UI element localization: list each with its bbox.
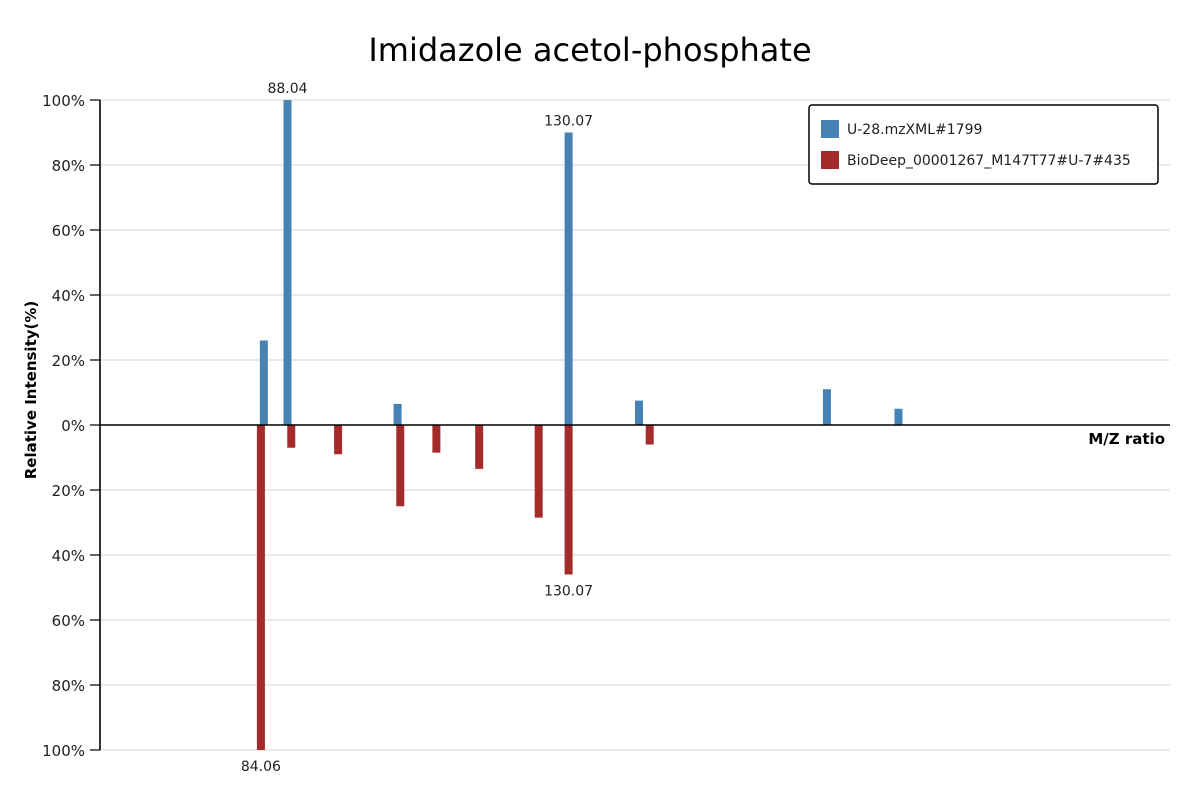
x-axis-title: M/Z ratio [1088,430,1165,448]
query-peak-bar [564,132,573,425]
query-peak-bar [283,100,292,425]
gridlines [100,99,1170,751]
legend-box [808,104,1159,185]
y-tick-label: 20% [52,352,85,370]
query-peak-bar [635,400,644,425]
peak-label: 130.07 [544,114,593,130]
legend-label-query: U-28.mzXML#1799 [847,122,982,138]
y-axis-title: Relative Intensity(%) [22,301,40,480]
query-peak-bar [894,408,903,425]
peak-label: 84.06 [241,759,281,775]
reference-peak-bar [256,425,265,750]
peak-labels: 88.04 130.07 84.06 130.07 [241,81,593,775]
query-peak-bar [822,389,831,425]
y-tick-label: 80% [52,157,85,175]
peak-bars [256,100,903,750]
chart-title: Imidazole acetol-phosphate [368,31,811,69]
legend-swatch-query [821,120,839,138]
y-tick-label: 20% [52,482,85,500]
y-tick-label: 80% [52,677,85,695]
peak-label: 88.04 [267,81,307,97]
axes: 100% 80% 60% 40% 20% 0% 20% 40% 60% 80% 100% [42,92,1170,760]
legend: U-28.mzXML#1799 BioDeep_00001267_M147T77… [808,104,1159,185]
y-tick-label: 40% [52,547,85,565]
reference-peak-bar [564,425,573,575]
legend-label-reference: BioDeep_00001267_M147T77#U-7#435 [847,153,1131,169]
reference-peak-bar [396,425,405,507]
reference-peak-bar [534,425,543,518]
reference-peak-bar [432,425,441,453]
y-tick-label: 60% [52,222,85,240]
y-tick-label: 60% [52,612,85,630]
y-tick-label: 100% [42,742,85,760]
reference-peak-bar [334,425,343,455]
query-peak-bar [393,403,402,425]
reference-peak-bar [475,425,484,469]
y-tick-label: 40% [52,287,85,305]
y-tick-label: 0% [61,417,85,435]
peak-label: 130.07 [544,584,593,600]
legend-swatch-reference [821,151,839,169]
reference-peak-bar [287,425,296,448]
y-tick-label: 100% [42,92,85,110]
query-peak-bar [259,340,268,425]
reference-peak-bar [645,425,654,445]
